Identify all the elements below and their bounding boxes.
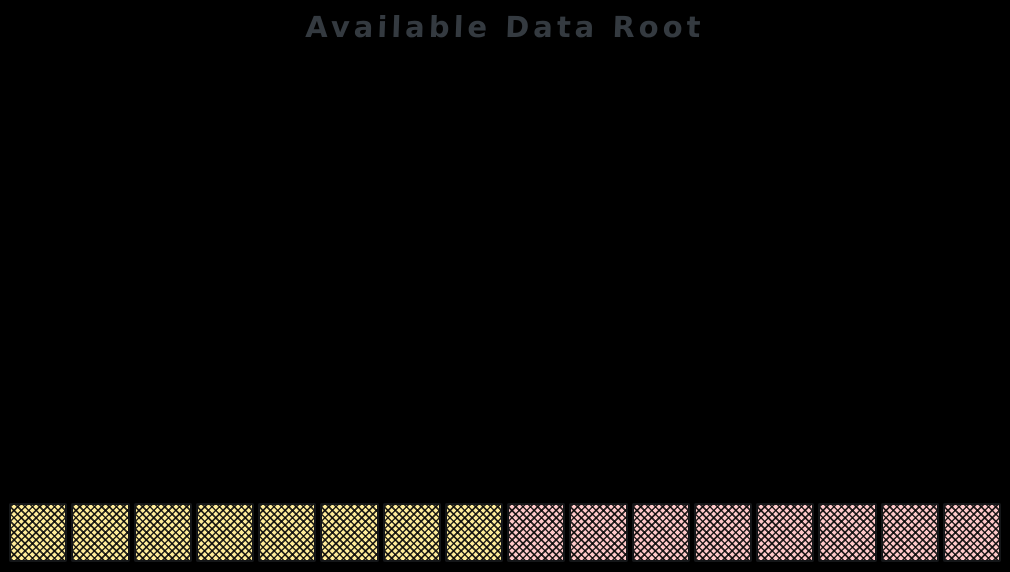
data-block-pink-15 xyxy=(880,503,939,562)
data-block-yellow-1 xyxy=(9,503,68,562)
data-block-pink-10 xyxy=(569,503,628,562)
data-block-pink-9 xyxy=(507,503,566,562)
data-block-yellow-6 xyxy=(320,503,379,562)
data-block-pink-11 xyxy=(631,503,690,562)
data-block-yellow-8 xyxy=(444,503,503,562)
data-block-yellow-3 xyxy=(133,503,192,562)
data-block-pink-13 xyxy=(756,503,815,562)
data-block-pink-12 xyxy=(693,503,752,562)
data-block-pink-16 xyxy=(942,503,1001,562)
data-block-yellow-2 xyxy=(71,503,130,562)
data-block-yellow-4 xyxy=(195,503,254,562)
data-block-yellow-7 xyxy=(382,503,441,562)
data-block-pink-14 xyxy=(818,503,877,562)
data-blocks-row xyxy=(9,503,1001,562)
diagram-title: Available Data Root xyxy=(304,10,706,44)
data-block-yellow-5 xyxy=(258,503,317,562)
